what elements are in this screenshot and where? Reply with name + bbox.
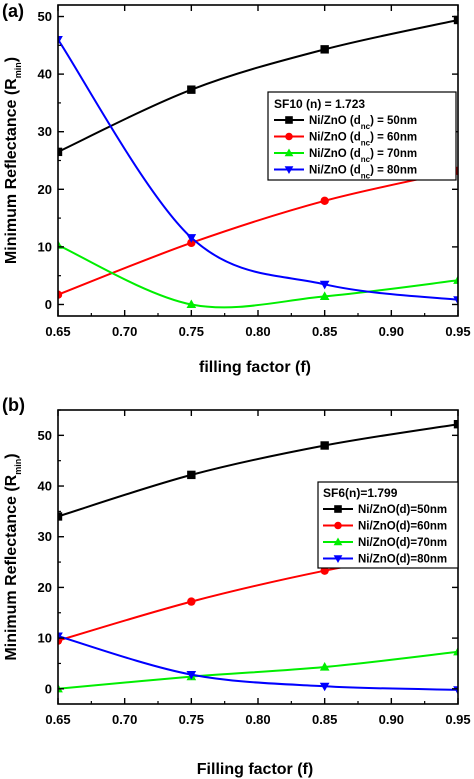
legend-marker <box>333 555 343 564</box>
data-point <box>187 470 196 480</box>
x-tick-label: 0.80 <box>245 324 270 339</box>
legend-item: Ni/ZnO (dnc) = 80nm <box>274 165 417 181</box>
y-tick-label: 10 <box>38 631 52 646</box>
data-point <box>187 85 196 94</box>
legend-marker <box>333 537 343 546</box>
series-line <box>58 38 458 301</box>
legend-title: SF10 (n) = 1.723 <box>274 97 365 111</box>
x-tick-label: 0.80 <box>245 712 270 727</box>
x-tick-label: 0.85 <box>312 324 337 339</box>
data-point <box>58 147 63 157</box>
legend-marker <box>285 116 293 124</box>
series-line <box>58 169 458 296</box>
data-point <box>186 671 197 680</box>
data-point <box>58 683 63 693</box>
y-axis-label-text: Minimum Reflectance (Rmin) <box>3 57 23 264</box>
data-point <box>319 280 330 290</box>
x-tick-label: 0.75 <box>179 712 204 727</box>
legend-item: Ni/ZnO (dnc) = 60nm <box>274 132 417 148</box>
legend-marker <box>284 148 294 157</box>
y-tick-label: 10 <box>38 239 52 254</box>
x-tick-label: 0.70 <box>112 712 137 727</box>
series-line <box>58 423 458 518</box>
x-tick-label: 0.90 <box>379 324 404 339</box>
y-axis-label-text: Minimum Reflectance (Rmin) <box>3 453 23 660</box>
y-tick-label: 30 <box>38 529 52 544</box>
chart-panel-b: (b) Minimum Reflectance (Rmin) Filling f… <box>2 395 471 778</box>
data-point <box>453 296 458 305</box>
chart-panel-a: (a) Minimum Reflectance (Rmin) filling f… <box>2 1 471 376</box>
data-point <box>319 682 330 692</box>
panel-label: (a) <box>2 1 24 21</box>
legend-marker <box>285 132 293 141</box>
y-tick-label: 50 <box>38 9 52 24</box>
y-tick-label: 20 <box>38 182 52 197</box>
y-tick-label: 40 <box>38 479 52 494</box>
data-point <box>319 661 330 671</box>
legend-item: Ni/ZnO (dnc) = 50nm <box>274 115 417 131</box>
legend-marker <box>284 166 294 175</box>
data-point <box>58 290 63 299</box>
y-axis-label: Minimum Reflectance (Rmin) <box>3 57 23 264</box>
legend-label: Ni/ZnO (dnc) = 80nm <box>309 165 417 181</box>
series-line <box>58 650 458 690</box>
y-tick-label: 20 <box>38 580 52 595</box>
data-point <box>186 234 197 243</box>
legend-title: SF6(n)=1.799 <box>323 486 398 500</box>
legend-label: Ni/ZnO(d)=50nm <box>358 504 447 516</box>
y-tick-label: 30 <box>38 124 52 139</box>
x-tick-label: 0.65 <box>45 324 70 339</box>
x-axis-label: Filling factor (f) <box>197 761 313 778</box>
y-tick-label: 0 <box>45 297 52 312</box>
x-tick-label: 0.95 <box>445 324 470 339</box>
y-axis-label: Minimum Reflectance (Rmin) <box>3 453 23 660</box>
legend-label: Ni/ZnO(d)=60nm <box>358 521 447 533</box>
data-point <box>453 646 458 656</box>
data-point <box>320 196 329 206</box>
legend-label: Ni/ZnO(d)=70nm <box>358 537 447 549</box>
series-line <box>58 18 458 153</box>
data-point <box>58 632 63 642</box>
data-point <box>186 299 197 309</box>
panel-label: (b) <box>2 395 25 415</box>
data-point <box>320 45 329 54</box>
x-tick-label: 0.90 <box>379 712 404 727</box>
data-point <box>453 275 458 284</box>
legend-marker <box>334 505 342 513</box>
x-tick-label: 0.85 <box>312 712 337 727</box>
legend-item: Ni/ZnO(d)=50nm <box>323 504 447 516</box>
data-point <box>319 291 330 300</box>
y-tick-label: 0 <box>45 681 52 696</box>
data-point <box>58 35 63 45</box>
y-tick-label: 40 <box>38 67 52 82</box>
legend: SF10 (n) = 1.723 Ni/ZnO (dnc) = 50nmNi/Z… <box>267 91 457 181</box>
legend-item: Ni/ZnO(d)=60nm <box>323 521 447 533</box>
x-tick-label: 0.65 <box>45 712 70 727</box>
y-tick-label: 50 <box>38 428 52 443</box>
legend-marker <box>334 521 342 530</box>
legend-label: Ni/ZnO (dnc) = 70nm <box>309 148 417 164</box>
x-tick-label: 0.70 <box>112 324 137 339</box>
data-point <box>58 512 63 521</box>
legend-label: Ni/ZnO (dnc) = 50nm <box>309 115 417 131</box>
legend-item: Ni/ZnO(d)=70nm <box>323 537 447 549</box>
data-point <box>320 441 329 450</box>
x-tick-label: 0.95 <box>445 712 470 727</box>
x-tick-label: 0.75 <box>179 324 204 339</box>
data-point <box>453 15 458 25</box>
series-line <box>58 244 458 309</box>
data-point <box>187 597 196 606</box>
legend: SF6(n)=1.799 Ni/ZnO(d)=50nm Ni/ZnO(d)=60n… <box>317 481 459 569</box>
x-axis-label: filling factor (f) <box>199 359 311 376</box>
legend-label: Ni/ZnO(d)=80nm <box>358 554 447 566</box>
legend-label: Ni/ZnO (dnc) = 60nm <box>309 132 417 148</box>
legend-item: Ni/ZnO(d)=80nm <box>323 554 447 566</box>
legend-item: Ni/ZnO (dnc) = 70nm <box>274 148 417 164</box>
series-line <box>58 635 458 691</box>
plot-area: 0.65 0.70 0.75 0.80 0.85 0.90 0.95 0 10 20 30 40 50 <box>38 4 471 339</box>
data-point <box>453 419 458 429</box>
